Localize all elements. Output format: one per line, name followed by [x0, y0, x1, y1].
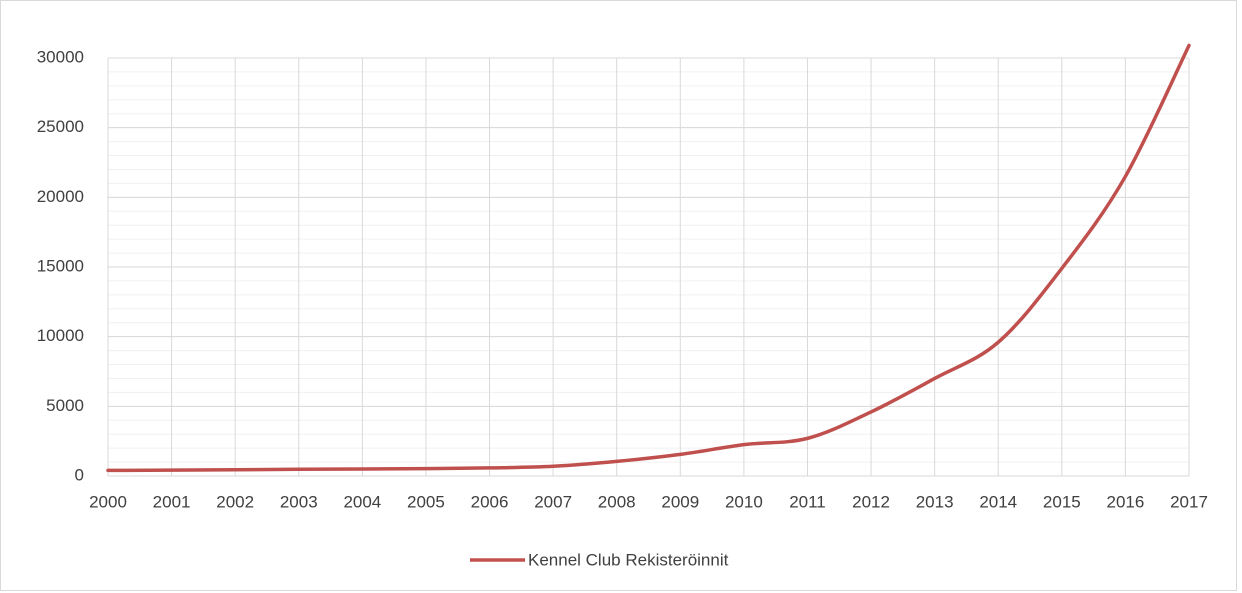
- legend-label: Kennel Club Rekisteröinnit: [528, 550, 729, 569]
- x-tick-label: 2002: [216, 492, 254, 511]
- x-tick-label: 2016: [1106, 492, 1144, 511]
- x-tick-label: 2011: [789, 492, 826, 511]
- x-tick-label: 2005: [407, 492, 445, 511]
- y-tick-label: 25000: [37, 117, 84, 136]
- x-tick-label: 2007: [534, 492, 572, 511]
- x-tick-label: 2001: [153, 492, 191, 511]
- x-tick-label: 2008: [598, 492, 636, 511]
- x-tick-label: 2004: [343, 492, 381, 511]
- x-tick-label: 2014: [979, 492, 1017, 511]
- x-tick-label: 2010: [725, 492, 763, 511]
- x-tick-label: 2015: [1043, 492, 1081, 511]
- y-tick-label: 30000: [37, 47, 84, 66]
- y-tick-label: 10000: [37, 326, 84, 345]
- data-line: [106, 43, 1191, 473]
- y-tick-label: 15000: [37, 256, 84, 275]
- y-tick-label: 5000: [46, 396, 84, 415]
- x-tick-label: 2009: [661, 492, 699, 511]
- y-tick-label: 20000: [37, 187, 84, 206]
- y-tick-label: 0: [75, 465, 84, 484]
- x-tick-label: 2017: [1170, 492, 1208, 511]
- x-tick-label: 2013: [916, 492, 954, 511]
- x-tick-label: 2003: [280, 492, 318, 511]
- x-tick-label: 2012: [852, 492, 890, 511]
- x-tick-label: 2006: [471, 492, 509, 511]
- x-tick-label: 2000: [89, 492, 127, 511]
